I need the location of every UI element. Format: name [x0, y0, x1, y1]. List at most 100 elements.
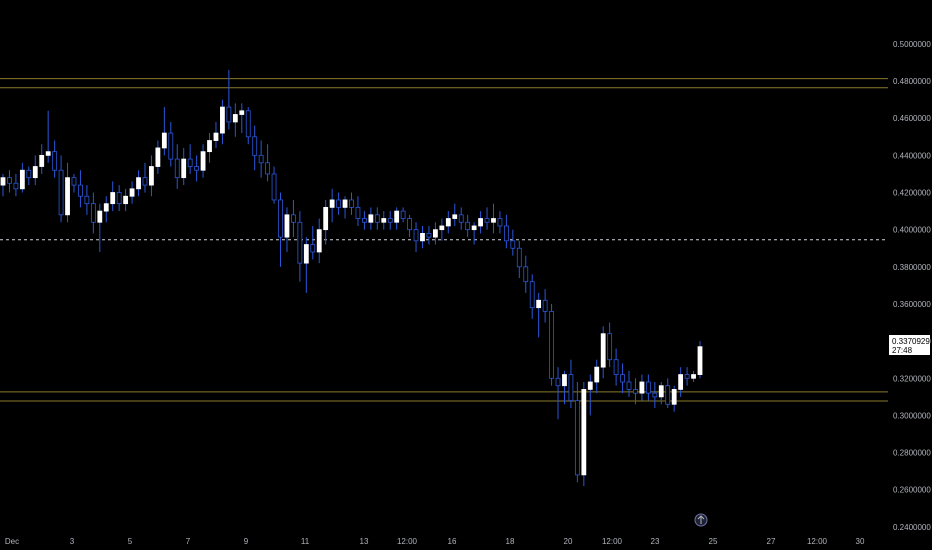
candle-body-up	[600, 333, 606, 368]
candle-body-up	[368, 214, 374, 223]
candle-body-down	[58, 169, 64, 216]
candle-body-up	[232, 114, 238, 123]
candle-body-up	[697, 346, 703, 375]
candle	[265, 144, 271, 182]
price-label-box	[889, 335, 930, 355]
candle	[587, 374, 593, 416]
candle-body-up	[123, 195, 129, 205]
candle	[78, 170, 83, 208]
candle	[465, 214, 471, 238]
candle-body-down	[465, 221, 471, 231]
candle	[7, 170, 12, 193]
candle	[32, 155, 38, 186]
candles-group	[0, 69, 703, 487]
candle-body-up	[678, 374, 684, 390]
candle	[439, 218, 445, 241]
candle-body-down	[568, 374, 574, 401]
candle	[39, 144, 45, 174]
candle	[97, 203, 103, 252]
price-axis[interactable]: 0.5000000 0.4800000 0.4600000 0.4400000 0.42…	[893, 40, 931, 532]
candle-body-up	[432, 229, 438, 238]
candle-body-down	[26, 169, 32, 179]
candle-body-down	[407, 218, 412, 231]
time-tick-label: 13	[360, 537, 369, 546]
scroll-to-latest-button[interactable]	[694, 513, 708, 527]
candle-body-up	[316, 229, 322, 253]
time-tick-label: 25	[709, 537, 718, 546]
candle	[252, 125, 258, 171]
candle-body-down	[626, 381, 632, 390]
candle-body-down	[258, 154, 264, 164]
candle-body-up	[200, 151, 206, 171]
candle	[413, 222, 419, 252]
candle-body-up	[213, 132, 219, 141]
price-tick-label: 0.3600000	[893, 300, 931, 309]
price-tick-label: 0.4200000	[893, 189, 931, 198]
candle-body-down	[684, 374, 690, 379]
candle	[684, 367, 690, 386]
price-tick-label: 0.4800000	[893, 77, 931, 86]
candle-body-down	[187, 158, 193, 167]
candle	[142, 162, 148, 193]
price-tick-label: 0.2400000	[893, 523, 931, 532]
time-tick-label: 27	[767, 537, 776, 546]
candle	[271, 166, 277, 204]
candle-body-down	[549, 311, 554, 379]
candle	[310, 225, 316, 260]
time-axis[interactable]: Dec 3 5 7 9 11 13 12:00 16 18 20 12:00 23 25 27 12:00 30	[5, 537, 865, 546]
candle	[58, 155, 64, 223]
candle-body-down	[142, 177, 148, 186]
candle-body-up	[587, 381, 593, 390]
candle	[349, 192, 354, 215]
candle	[336, 192, 341, 215]
candle	[516, 240, 522, 278]
candle-body-up	[181, 158, 187, 179]
candle-body-down	[497, 218, 503, 227]
candle	[394, 207, 400, 230]
candle-body-up	[136, 177, 141, 190]
candle	[607, 322, 613, 368]
candle-body-down	[400, 210, 406, 219]
candle	[633, 378, 638, 405]
candle	[420, 225, 425, 249]
candle-body-up	[155, 147, 161, 167]
candle	[245, 107, 251, 145]
candle	[194, 155, 200, 182]
candle	[503, 214, 509, 249]
candle	[136, 170, 141, 197]
candle	[329, 188, 335, 223]
candle-body-down	[194, 166, 200, 171]
candle-body-down	[613, 359, 619, 375]
time-tick-label: 3	[70, 537, 75, 546]
candle-body-down	[78, 184, 83, 197]
candle	[697, 341, 703, 379]
candle-body-down	[174, 158, 180, 179]
candle	[174, 144, 180, 189]
candle	[303, 237, 309, 293]
price-tick-label: 0.4600000	[893, 114, 931, 123]
candle-body-up	[97, 210, 103, 223]
candle	[26, 166, 32, 186]
candle	[562, 370, 567, 405]
candle-body-up	[103, 203, 109, 212]
candle-body-down	[362, 218, 367, 223]
candle	[316, 218, 322, 264]
candle	[284, 207, 290, 252]
candle	[161, 107, 167, 156]
candle	[491, 203, 496, 234]
candle	[129, 181, 135, 204]
candle	[568, 359, 574, 409]
candle	[652, 381, 658, 409]
candle	[207, 133, 212, 163]
candle-body-up	[491, 218, 496, 223]
candle	[407, 214, 412, 238]
countdown-label: 27:48	[892, 346, 913, 355]
candle-body-up	[394, 210, 400, 223]
candle	[342, 196, 348, 219]
time-tick-label: 12:00	[602, 537, 623, 546]
price-label: 0.3370929 27:48	[889, 335, 930, 355]
candle-body-down	[310, 244, 316, 253]
candle	[594, 359, 600, 394]
candle	[149, 155, 154, 197]
